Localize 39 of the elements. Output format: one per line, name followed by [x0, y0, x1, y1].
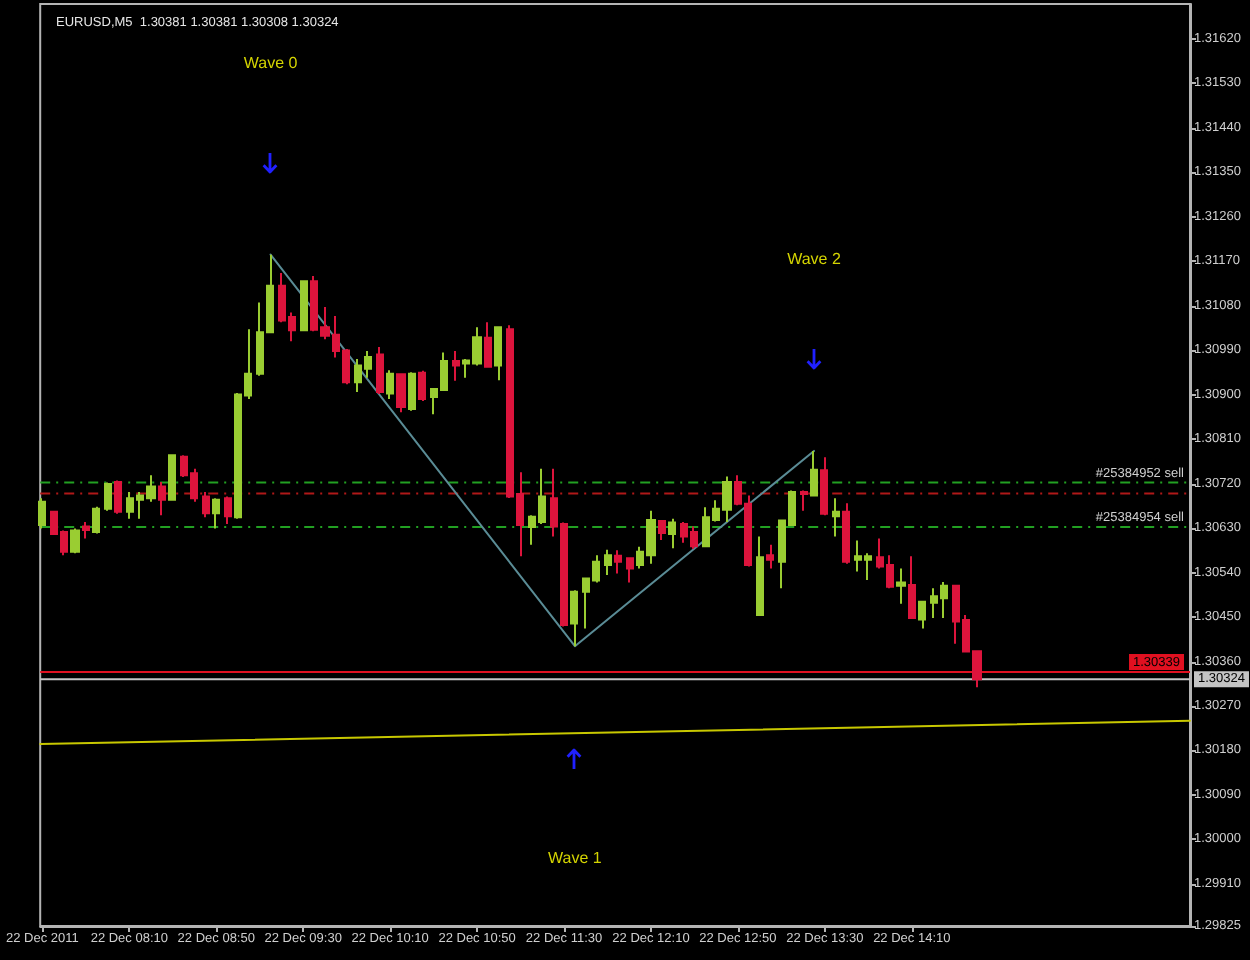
candlestick — [408, 371, 416, 412]
candlestick — [820, 456, 828, 517]
candlestick — [82, 521, 90, 540]
candlestick — [918, 600, 926, 630]
candlestick — [484, 321, 492, 368]
annotation: Wave 2 — [787, 249, 842, 268]
candlestick — [300, 280, 308, 333]
annotation: Wave 0 — [243, 53, 299, 72]
candlestick — [70, 527, 80, 555]
candlestick — [92, 505, 100, 535]
candlestick — [114, 479, 122, 515]
candlestick — [104, 481, 112, 512]
candlestick — [224, 495, 232, 526]
candlestick — [604, 548, 612, 576]
candlestick — [614, 549, 622, 575]
candlestick — [570, 589, 578, 648]
candlestick — [38, 497, 46, 530]
candlestick — [842, 502, 850, 565]
annotation: Wave 1 — [548, 849, 603, 868]
candlestick — [386, 369, 394, 400]
candlestick — [668, 517, 676, 550]
candlestick — [810, 449, 818, 497]
candlestick — [202, 490, 210, 519]
candlestick — [756, 535, 764, 618]
candlestick — [158, 481, 166, 517]
candlestick — [452, 350, 460, 382]
candlestick — [626, 556, 634, 584]
candlestick — [494, 326, 502, 382]
candlestick — [832, 497, 840, 538]
candlestick — [896, 567, 906, 605]
candlestick — [212, 497, 220, 530]
candlestick — [396, 372, 406, 414]
candlestick — [376, 346, 384, 396]
candlestick — [658, 520, 666, 541]
candlestick — [766, 543, 774, 570]
candlestick — [418, 369, 426, 402]
candlestick — [800, 489, 808, 512]
candlestick — [908, 555, 916, 620]
candlestick — [168, 453, 176, 502]
